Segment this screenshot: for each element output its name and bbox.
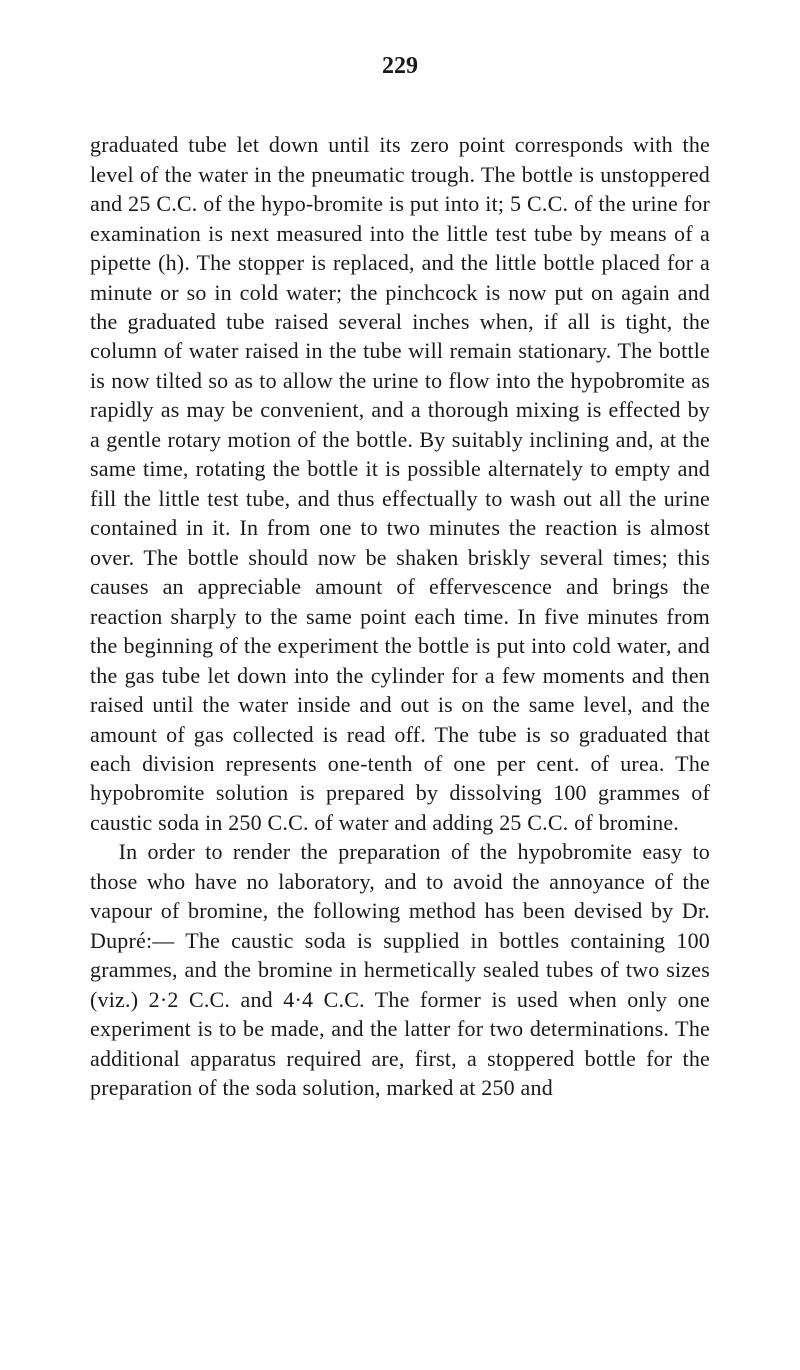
body-text: graduated tube let down until its zero p… (90, 130, 710, 1102)
page-number: 229 (90, 50, 710, 82)
paragraph-2: In order to render the preparation of th… (90, 839, 710, 1100)
paragraph-1: graduated tube let down until its zero p… (90, 132, 710, 835)
